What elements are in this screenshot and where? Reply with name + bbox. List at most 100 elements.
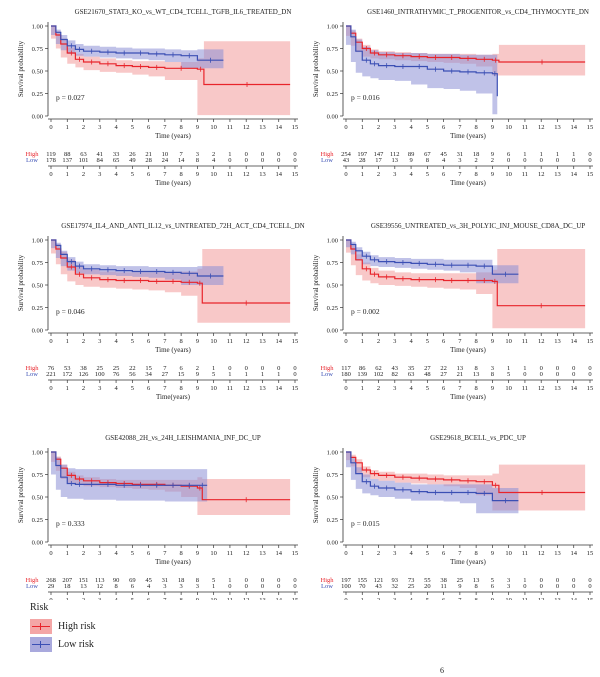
risk-count-low: 9 [458, 583, 461, 590]
risk-count-high: 9 [491, 151, 494, 158]
risk-table-xlabel: Time (years) [155, 179, 191, 187]
risk-table-tick-label: 5 [131, 171, 134, 178]
risk-count-high: 22 [129, 365, 136, 372]
survival-curve [51, 451, 208, 486]
y-tick-label: 0.50 [32, 68, 43, 75]
x-tick-label: 10 [210, 550, 217, 557]
risk-table-tick-label: 11 [227, 385, 233, 392]
x-tick-label: 10 [505, 124, 512, 131]
x-tick-label: 12 [538, 124, 545, 131]
risk-table-tick-label: 7 [163, 171, 167, 178]
risk-count-low: 8 [196, 157, 199, 164]
x-tick-label: 9 [196, 338, 199, 345]
x-tick-label: 4 [409, 338, 413, 345]
risk-count-high: 0 [293, 151, 296, 158]
risk-table-xlabel: Time(years) [156, 393, 191, 401]
risk-count-high: 113 [95, 577, 105, 584]
p-value: p = 0.046 [56, 307, 85, 316]
x-tick-label: 3 [98, 550, 101, 557]
risk-count-low: 28 [359, 157, 366, 164]
risk-count-high: 0 [293, 577, 296, 584]
risk-count-high: 25 [113, 365, 120, 372]
risk-count-low: 13 [80, 583, 87, 590]
risk-count-high: 112 [390, 151, 400, 158]
x-axis-label: Time (years) [155, 558, 191, 566]
x-tick-label: 9 [491, 550, 494, 557]
risk-table-tick-label: 13 [554, 597, 561, 600]
risk-count-high: 1 [556, 151, 559, 158]
x-tick-label: 0 [344, 124, 347, 131]
x-tick-label: 5 [131, 550, 134, 557]
x-tick-label: 5 [426, 550, 429, 557]
risk-table-label-high: High [321, 365, 335, 372]
risk-count-low: 34 [145, 371, 152, 378]
x-tick-label: 4 [409, 550, 413, 557]
y-tick-label: 0.00 [327, 113, 338, 120]
risk-count-high: 38 [440, 577, 447, 584]
risk-count-low: 25 [408, 583, 415, 590]
risk-table-tick-label: 9 [196, 597, 199, 600]
risk-count-low: 43 [375, 583, 382, 590]
km-panel: GSE29618_BCELL_vs_PDC_UP 0.00 0.25 0.50 0.75… [312, 434, 593, 600]
risk-count-high: 7 [180, 151, 184, 158]
risk-table-tick-label: 6 [442, 385, 446, 392]
risk-count-high: 90 [113, 577, 120, 584]
risk-table-tick-label: 0 [344, 385, 347, 392]
y-tick-label: 0.00 [327, 539, 338, 546]
x-tick-label: 1 [66, 550, 69, 557]
y-axis-label: Survival probability [17, 40, 25, 97]
p-value: p = 0.027 [56, 93, 85, 102]
y-tick-label: 1.00 [32, 449, 43, 456]
risk-table-tick-label: 9 [196, 171, 199, 178]
y-axis-label: Survival probability [17, 466, 25, 523]
x-tick-label: 11 [227, 338, 233, 345]
x-tick-label: 11 [522, 550, 528, 557]
y-tick-label: 1.00 [32, 23, 43, 30]
x-tick-label: 8 [475, 338, 478, 345]
risk-table-tick-label: 1 [361, 171, 364, 178]
x-tick-label: 15 [292, 550, 299, 557]
risk-count-high: 0 [556, 365, 559, 372]
km-figure: GSE21670_STAT3_KO_vs_WT_CD4_TCELL_TGFB_I… [17, 8, 593, 600]
risk-count-low: 0 [261, 157, 264, 164]
x-tick-label: 0 [49, 338, 52, 345]
x-tick-label: 9 [196, 550, 199, 557]
x-tick-label: 2 [377, 124, 380, 131]
risk-count-low: 3 [507, 583, 510, 590]
risk-table-tick-label: 2 [82, 171, 85, 178]
risk-table-tick-label: 14 [570, 171, 577, 178]
risk-count-high: 197 [341, 577, 352, 584]
risk-table-tick-label: 6 [147, 385, 151, 392]
risk-count-high: 119 [46, 151, 56, 158]
risk-table-tick-label: 12 [538, 385, 545, 392]
risk-count-low: 0 [277, 157, 280, 164]
high-risk-swatch [30, 618, 52, 634]
risk-count-high: 38 [80, 365, 87, 372]
risk-table-tick-label: 10 [210, 171, 217, 178]
x-tick-label: 9 [491, 338, 494, 345]
risk-count-high: 13 [473, 577, 480, 584]
risk-count-low: 6 [131, 583, 135, 590]
x-tick-label: 13 [554, 338, 561, 345]
y-tick-label: 1.00 [32, 237, 43, 244]
y-tick-label: 0.75 [32, 260, 43, 267]
risk-count-low: 84 [97, 157, 104, 164]
risk-count-high: 88 [64, 151, 71, 158]
y-tick-label: 0.25 [327, 91, 338, 98]
risk-table-tick-label: 9 [491, 385, 494, 392]
risk-table-tick-label: 4 [409, 385, 413, 392]
risk-count-high: 25 [457, 577, 464, 584]
risk-table-tick-label: 7 [163, 597, 167, 600]
risk-count-high: 1 [523, 577, 526, 584]
x-tick-label: 12 [538, 550, 545, 557]
risk-count-low: 0 [523, 157, 526, 164]
x-tick-label: 13 [259, 124, 266, 131]
risk-count-high: 89 [408, 151, 415, 158]
x-tick-label: 14 [275, 338, 282, 345]
risk-count-high: 0 [261, 365, 264, 372]
risk-count-low: 1 [245, 371, 248, 378]
risk-count-low: 49 [129, 157, 136, 164]
y-tick-label: 0.50 [327, 494, 338, 501]
risk-count-low: 18 [64, 583, 71, 590]
risk-count-high: 53 [64, 365, 71, 372]
